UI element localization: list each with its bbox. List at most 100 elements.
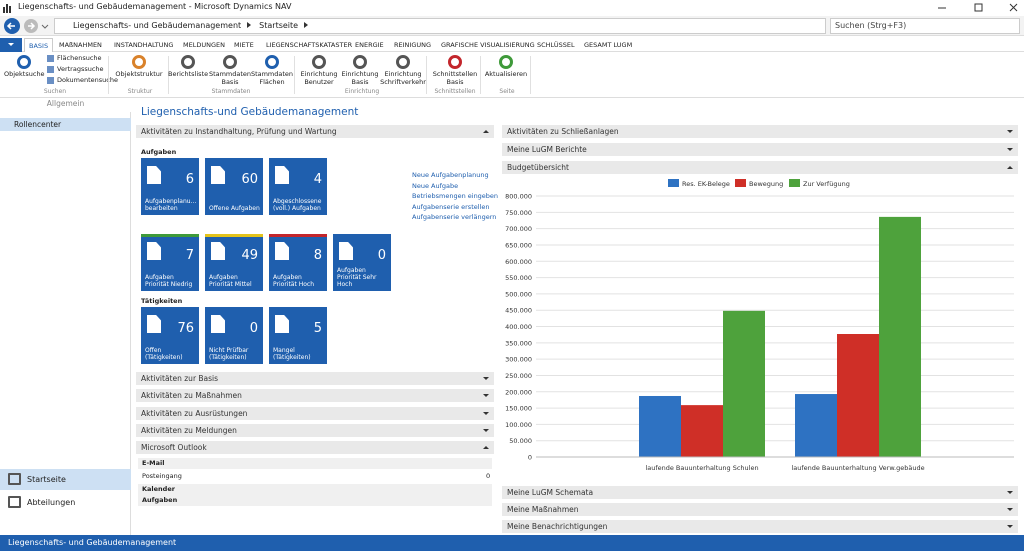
tile-count: 4 <box>313 172 322 187</box>
part-header[interactable]: Meine LuGM Berichte <box>502 143 1018 156</box>
ribbon-small-button[interactable]: Dokumentensuche <box>57 76 118 84</box>
tile[interactable]: 6 Aufgabenplanu... bearbeiten <box>141 158 199 215</box>
part-header[interactable]: Aktivitäten zu Instandhaltung, Prüfung u… <box>136 125 494 138</box>
ribbon-tab[interactable]: BASIS <box>24 38 54 52</box>
y-tick-label: 250.000 <box>505 372 532 380</box>
breadcrumb[interactable]: Liegenschafts- und Gebäudemanagement Star… <box>54 18 826 34</box>
tile-stripe <box>205 234 263 237</box>
ribbon-button[interactable]: Einrichtung Benutzer <box>300 70 338 86</box>
y-tick-label: 300.000 <box>505 356 532 364</box>
window-controls[interactable] <box>920 0 1024 16</box>
tile-count: 0 <box>377 248 386 263</box>
tile[interactable]: 0 Aufgaben Priorität Sehr Hoch <box>333 234 391 291</box>
ribbon-separator <box>168 56 169 94</box>
action-link[interactable]: Aufgabenserie verlängern <box>412 213 497 221</box>
group-heading: Tätigkeiten <box>141 297 183 305</box>
action-link[interactable]: Aufgabenserie erstellen <box>412 202 490 211</box>
tile[interactable]: 60 Offene Aufgaben <box>205 158 263 215</box>
ribbon-separator <box>530 56 531 94</box>
ribbon-tab[interactable]: MIETE <box>234 41 254 49</box>
legend-label: Bewegung <box>749 180 783 188</box>
tile-icon <box>211 242 225 260</box>
ribbon-tab[interactable]: INSTANDHALTUNG <box>114 41 174 49</box>
ribbon-button[interactable]: Einrichtung Schriftverkehr <box>380 70 426 86</box>
nav-item[interactable]: Rollencenter <box>0 118 131 131</box>
legend-label: Res. EK-Belege <box>682 180 730 188</box>
y-tick-label: 600.000 <box>505 258 532 266</box>
ribbon-tab[interactable]: MAßNAHMEN <box>59 41 102 49</box>
tile[interactable]: 49 Aufgaben Priorität Mittel <box>205 234 263 291</box>
tile-icon <box>147 315 161 333</box>
ribbon-small-button[interactable]: Vertragssuche <box>57 65 104 73</box>
tile-icon <box>275 166 289 184</box>
ribbon-button[interactable]: Stammdaten Basis <box>208 70 252 86</box>
action-link[interactable]: Betriebsmengen eingeben <box>412 192 499 200</box>
tile[interactable]: 7 Aufgaben Priorität Niedrig <box>141 234 199 291</box>
legend-label: Zur Verfügung <box>803 180 850 188</box>
part-header[interactable]: Meine Benachrichtigungen <box>502 520 1018 533</box>
ribbon-button[interactable]: Berichtsliste <box>168 70 209 78</box>
ribbon-tab[interactable]: LIEGENSCHAFTSKATASTER <box>266 41 353 49</box>
tile-stripe <box>269 234 327 237</box>
tile[interactable]: 76 Offen (Tätigkeiten) <box>141 307 199 364</box>
ribbon-button[interactable]: Schnittstellen Basis <box>432 70 478 86</box>
search-box[interactable]: Suchen (Strg+F3) <box>830 18 1020 34</box>
ribbon-small-button[interactable]: Flächensuche <box>57 54 102 62</box>
ribbon-button[interactable]: Aktualisieren <box>484 70 528 78</box>
ribbon-button[interactable]: Objektsuche <box>4 70 45 78</box>
part-header[interactable]: Aktivitäten zu Meldungen <box>136 423 494 437</box>
y-tick-label: 700.000 <box>505 225 532 233</box>
breadcrumb-item[interactable]: Liegenschafts- und Gebäudemanagement <box>73 21 242 30</box>
outlook-item[interactable]: Posteingang <box>142 472 182 480</box>
address-bar: Liegenschafts- und Gebäudemanagement Star… <box>0 16 1024 36</box>
outlook-count: 0 <box>486 472 491 480</box>
part-header[interactable]: Aktivitäten zu Schließanlagen <box>502 125 1018 138</box>
part-header[interactable]: Aktivitäten zur Basis <box>136 372 494 385</box>
tile-icon <box>275 242 289 260</box>
ribbon-button[interactable]: Einrichtung Basis <box>341 70 379 86</box>
breadcrumb-item[interactable]: Startseite <box>259 21 299 30</box>
y-tick-label: 650.000 <box>505 241 532 249</box>
tile-icon <box>211 315 225 333</box>
icon <box>312 55 326 69</box>
tile-label: Aufgabenplanu... bearbeiten <box>145 198 197 212</box>
icon <box>181 55 195 69</box>
ribbon-button[interactable]: Stammdaten Flächen <box>250 70 294 86</box>
ribbon-tab[interactable]: SCHLÜSSEL <box>537 41 575 49</box>
ribbon-separator <box>426 56 427 94</box>
tile-count: 49 <box>241 248 258 263</box>
outlook-row: Aufgaben <box>138 495 492 506</box>
ribbon-tab[interactable]: GRAFISCHE VISUALISIERUNG <box>441 41 535 49</box>
action-link[interactable]: Neue Aufgabe <box>412 181 459 190</box>
status-bar: Liegenschafts- und Gebäudemanagement <box>0 535 1024 551</box>
y-tick-label: 50.000 <box>509 437 532 445</box>
file-menu[interactable] <box>0 38 22 52</box>
part-header[interactable]: Budgetübersicht <box>502 161 1018 174</box>
tile[interactable]: 8 Aufgaben Priorität Hoch <box>269 234 327 291</box>
tile-count: 60 <box>241 172 258 187</box>
part-header[interactable]: Meine Maßnahmen <box>502 503 1018 516</box>
navigation-pane: Rollencenter Startseite Abteilungen <box>0 112 131 535</box>
action-link[interactable]: Neue Aufgabenplanung <box>412 171 489 179</box>
tile-label: Aufgaben Priorität Sehr Hoch <box>337 267 377 288</box>
ribbon-tab[interactable]: MELDUNGEN <box>183 41 225 49</box>
window-title: Liegenschafts- und Gebäudemanagement - M… <box>18 2 292 11</box>
nav-bottom-item[interactable]: Abteilungen <box>27 498 76 507</box>
ribbon-tab[interactable]: ENERGIE <box>355 41 384 49</box>
part-header[interactable]: Meine LuGM Schemata <box>502 486 1018 499</box>
tile[interactable]: 4 Abgeschlossene (voll.) Aufgaben <box>269 158 327 215</box>
tile[interactable]: 0 Nicht Prüfbar (Tätigkeiten) <box>205 307 263 364</box>
bar <box>795 394 837 457</box>
part-header[interactable]: Aktivitäten zu Maßnahmen <box>136 389 494 403</box>
nav-buttons[interactable] <box>3 17 51 35</box>
ribbon-tab[interactable]: REINIGUNG <box>394 41 432 49</box>
tile-icon <box>339 242 353 260</box>
part-header[interactable]: Microsoft Outlook <box>136 441 494 454</box>
tile-stripe <box>141 234 199 237</box>
nav-bottom-item[interactable]: Startseite <box>0 469 131 490</box>
part-header[interactable]: Aktivitäten zu Ausrüstungen <box>136 406 494 420</box>
ribbon-button[interactable]: Objektstruktur <box>115 70 163 78</box>
tile[interactable]: 5 Mangel (Tätigkeiten) <box>269 307 327 364</box>
bar <box>639 395 681 457</box>
ribbon-tab[interactable]: GESAMT LUGM <box>584 41 633 49</box>
